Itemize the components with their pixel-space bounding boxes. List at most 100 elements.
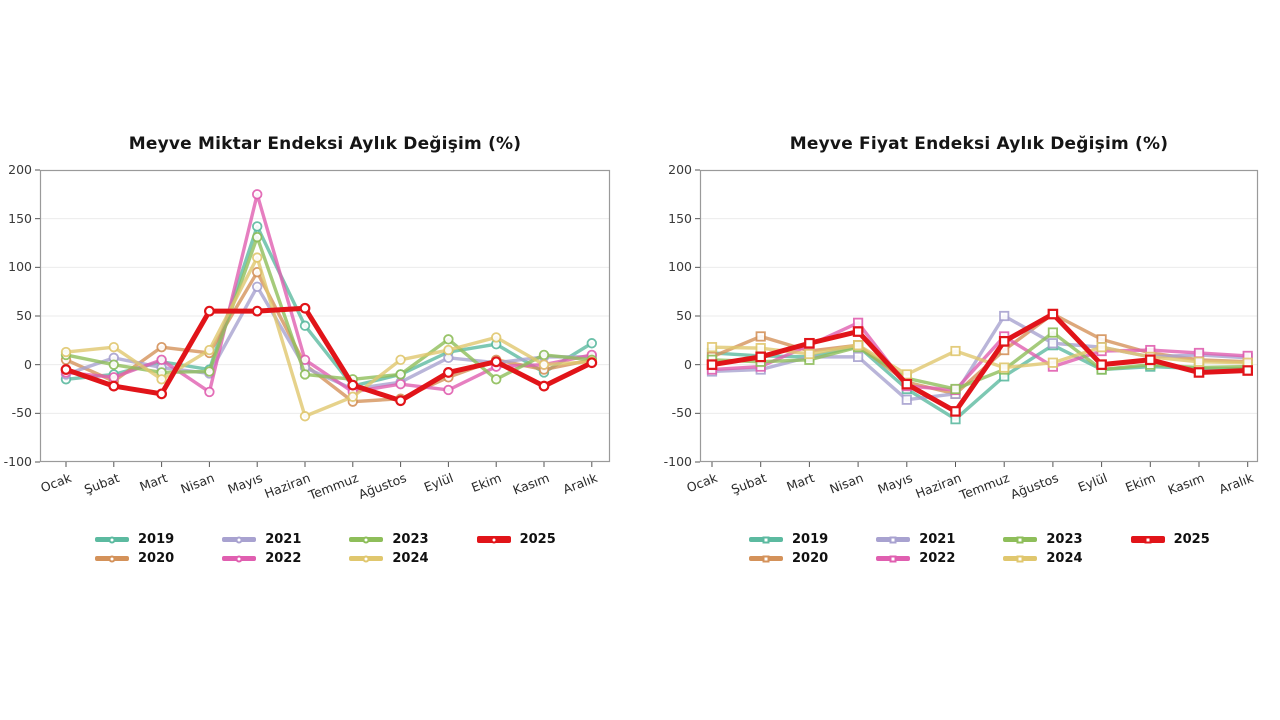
series-2024-line	[64, 255, 594, 418]
legend-item-2019[interactable]: 2019	[95, 530, 174, 549]
legend-marker-circle-icon	[235, 555, 243, 562]
x-axis-label-nisan: Nisan	[827, 470, 866, 497]
x-axis-label-haziran: Haziran	[262, 470, 313, 502]
legend-item-2021[interactable]: 2021	[222, 530, 301, 549]
legend-item-2023[interactable]: 2023	[349, 530, 429, 549]
x-axis-label-aralık: Aralık	[1216, 470, 1256, 497]
series-2025-marker	[586, 357, 598, 369]
series-2021-marker	[1047, 338, 1059, 349]
series-2025-marker	[1096, 359, 1107, 370]
chart-svg-1	[695, 169, 1259, 467]
series-2019-line	[710, 343, 1250, 421]
x-axis-label-kasım: Kasım	[1165, 470, 1207, 498]
x-axis-label-ekim: Ekim	[1123, 470, 1158, 496]
legend-marker-circle-icon	[490, 536, 498, 543]
series-2025-marker	[299, 302, 311, 314]
legend-swatch-2023	[349, 536, 384, 543]
legend-marker-square-icon	[889, 555, 897, 562]
series-2022-marker	[443, 384, 454, 396]
series-2024-marker	[491, 332, 502, 343]
legend-marker-circle-icon	[235, 536, 243, 543]
series-2025-marker	[395, 395, 407, 407]
miktar-legend: 2019 2020 2021 2022 2023 2024 2025	[95, 530, 556, 568]
series-2025-line	[709, 311, 1251, 414]
y-axis-label: 50	[16, 308, 32, 323]
series-2023-marker	[251, 231, 263, 243]
x-axis-label-temmuz: Temmuz	[306, 470, 361, 503]
series-2025-line	[63, 305, 595, 404]
legend-label: 2022	[265, 551, 302, 566]
y-axis-label: -50	[11, 405, 32, 421]
legend-item-2021[interactable]: 2021	[876, 530, 955, 549]
legend-swatch-2020	[95, 555, 129, 562]
legend-marker-circle-icon	[108, 555, 116, 562]
series-2023-marker	[395, 369, 406, 380]
y-axis-label: 50	[676, 308, 692, 323]
legend-marker-square-icon	[762, 555, 770, 562]
series-2024-marker	[395, 354, 406, 366]
series-2024-marker	[1047, 357, 1059, 368]
legend-label: 2025	[1173, 532, 1210, 547]
series-2020-line	[64, 270, 594, 404]
legend-swatch-2024	[1003, 555, 1038, 562]
series-2023-marker	[299, 369, 311, 380]
x-axis-label-haziran: Haziran	[912, 470, 963, 502]
y-axis-label: 100	[8, 259, 32, 275]
legend-item-2025[interactable]: 2025	[1130, 530, 1210, 549]
legend-swatch-2025	[476, 536, 511, 543]
fiyat-legend: 2019 2020 2021 2022 2023 2024 2025	[749, 530, 1210, 568]
series-2023-marker	[108, 359, 120, 370]
series-2024-marker	[251, 252, 263, 263]
x-axis-label-mayıs: Mayıs	[875, 470, 915, 497]
legend-swatch-2025	[1130, 536, 1165, 543]
legend-item-2019[interactable]: 2019	[749, 530, 828, 549]
legend-label: 2020	[138, 551, 175, 566]
series-2024-marker	[108, 341, 120, 353]
legend-swatch-2022	[222, 555, 257, 562]
series-2024-marker	[901, 369, 912, 380]
legend-marker-square-icon	[1144, 536, 1152, 543]
x-axis-label-temmuz: Temmuz	[957, 470, 1012, 503]
y-axis-label: 200	[8, 162, 32, 177]
series-2025-marker	[1145, 354, 1156, 366]
legend-item-2022[interactable]: 2022	[876, 549, 955, 568]
legend-label: 2025	[519, 532, 556, 547]
series-2020-marker	[156, 341, 167, 353]
series-2022-marker	[1193, 347, 1205, 359]
x-axis-label-şubat: Şubat	[81, 470, 122, 498]
series-2022-marker	[204, 386, 215, 398]
x-axis-label-mart: Mart	[784, 470, 817, 495]
legend-item-2025[interactable]: 2025	[476, 530, 556, 549]
series-2024-marker	[852, 340, 864, 351]
x-axis-label-ağustos: Ağustos	[355, 470, 408, 502]
legend-marker-circle-icon	[108, 536, 116, 543]
legend-item-2020[interactable]: 2020	[749, 549, 828, 568]
legend-marker-square-icon	[1016, 555, 1024, 562]
legend-item-2022[interactable]: 2022	[222, 549, 301, 568]
series-2025-marker	[998, 336, 1010, 347]
legend-swatch-2021	[876, 536, 911, 543]
series-2019-marker	[251, 221, 263, 232]
legend-item-2024[interactable]: 2024	[1003, 549, 1083, 568]
legend-marker-square-icon	[762, 536, 770, 543]
series-2022-marker	[251, 189, 263, 200]
series-2024-marker	[156, 374, 167, 385]
legend-item-2024[interactable]: 2024	[349, 549, 429, 568]
series-2021-marker	[901, 394, 912, 405]
y-axis-label: 0	[24, 356, 32, 372]
series-2022-marker	[395, 378, 406, 390]
legend-item-2020[interactable]: 2020	[95, 549, 174, 568]
y-axis-label: -100	[3, 454, 32, 469]
legend-item-2023[interactable]: 2023	[1003, 530, 1083, 549]
legend-label: 2021	[919, 532, 956, 547]
miktar-plot-area: 200 150 100 50 0 -50 -100 Ocak Şubat Mart Nisan May…	[4, 163, 611, 503]
series-2023-marker	[204, 366, 215, 377]
x-axis-label-eylül: Eylül	[1075, 470, 1109, 495]
x-axis-label-ağustos: Ağustos	[1008, 470, 1061, 502]
x-axis-label-şubat: Şubat	[728, 470, 769, 498]
legend-label: 2024	[1046, 551, 1083, 566]
series-2021-marker	[852, 351, 864, 362]
series-2024-marker	[804, 348, 815, 360]
legend-swatch-2020	[749, 555, 783, 562]
